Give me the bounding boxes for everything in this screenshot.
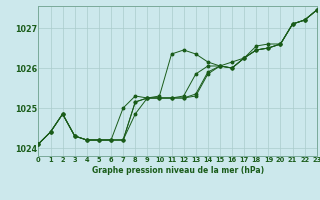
X-axis label: Graphe pression niveau de la mer (hPa): Graphe pression niveau de la mer (hPa) xyxy=(92,166,264,175)
